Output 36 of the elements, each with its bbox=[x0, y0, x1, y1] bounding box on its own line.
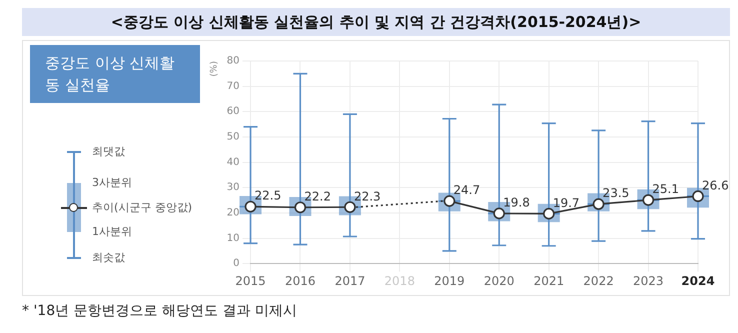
data-label: 23.5 bbox=[602, 186, 630, 200]
data-label: 19.7 bbox=[552, 196, 580, 210]
text: * '18년 문항변경으로 해당연도 결과 미제시 bbox=[22, 302, 297, 320]
data-label: 22.3 bbox=[354, 189, 381, 204]
y-tick-label: 10 bbox=[226, 232, 240, 244]
text: 3사분위 bbox=[92, 175, 132, 190]
y-tick-label: 40 bbox=[226, 156, 240, 168]
y-tick-label: 0 bbox=[233, 258, 240, 270]
y-tick-label: 80 bbox=[226, 56, 240, 67]
x-tick-label: 2021 bbox=[534, 274, 564, 288]
data-label: 22.2 bbox=[304, 190, 331, 204]
chart-title: <중강도 이상 신체활동 실천율의 추이 및 지역 간 건강격차(2015-2024년)> bbox=[22, 8, 730, 36]
data-label: 19.8 bbox=[503, 196, 530, 210]
text: 중강도 이상 신체활동 실천율 bbox=[30, 45, 200, 103]
x-tick-label: 2023 bbox=[633, 274, 664, 288]
y-axis-title: (%) bbox=[210, 61, 220, 77]
x-tick-label: 2017 bbox=[334, 274, 366, 288]
y-tick-label: 30 bbox=[226, 182, 240, 194]
x-tick-label: 2016 bbox=[284, 274, 316, 288]
x-tick-label: 2020 bbox=[484, 274, 514, 288]
x-tick-label: 2024 bbox=[681, 274, 715, 288]
data-label: 22.5 bbox=[254, 188, 282, 203]
data-label: 24.7 bbox=[453, 183, 480, 198]
data-label: 26.6 bbox=[702, 178, 729, 192]
text: 최댓값 bbox=[92, 144, 125, 159]
text: 1사분위 bbox=[92, 224, 132, 239]
x-tick-label: 2022 bbox=[583, 274, 614, 288]
x-tick-label: 2019 bbox=[434, 274, 465, 288]
y-tick-label: 20 bbox=[226, 208, 240, 219]
text: 추이(시군구 중앙값) bbox=[92, 200, 192, 215]
y-tick-label: 70 bbox=[226, 80, 240, 92]
y-tick-label: 50 bbox=[226, 132, 240, 143]
data-label: 25.1 bbox=[652, 182, 679, 196]
x-tick-label: 2015 bbox=[235, 274, 266, 288]
y-tick-label: 60 bbox=[226, 106, 240, 118]
text: 최솟값 bbox=[92, 250, 125, 265]
